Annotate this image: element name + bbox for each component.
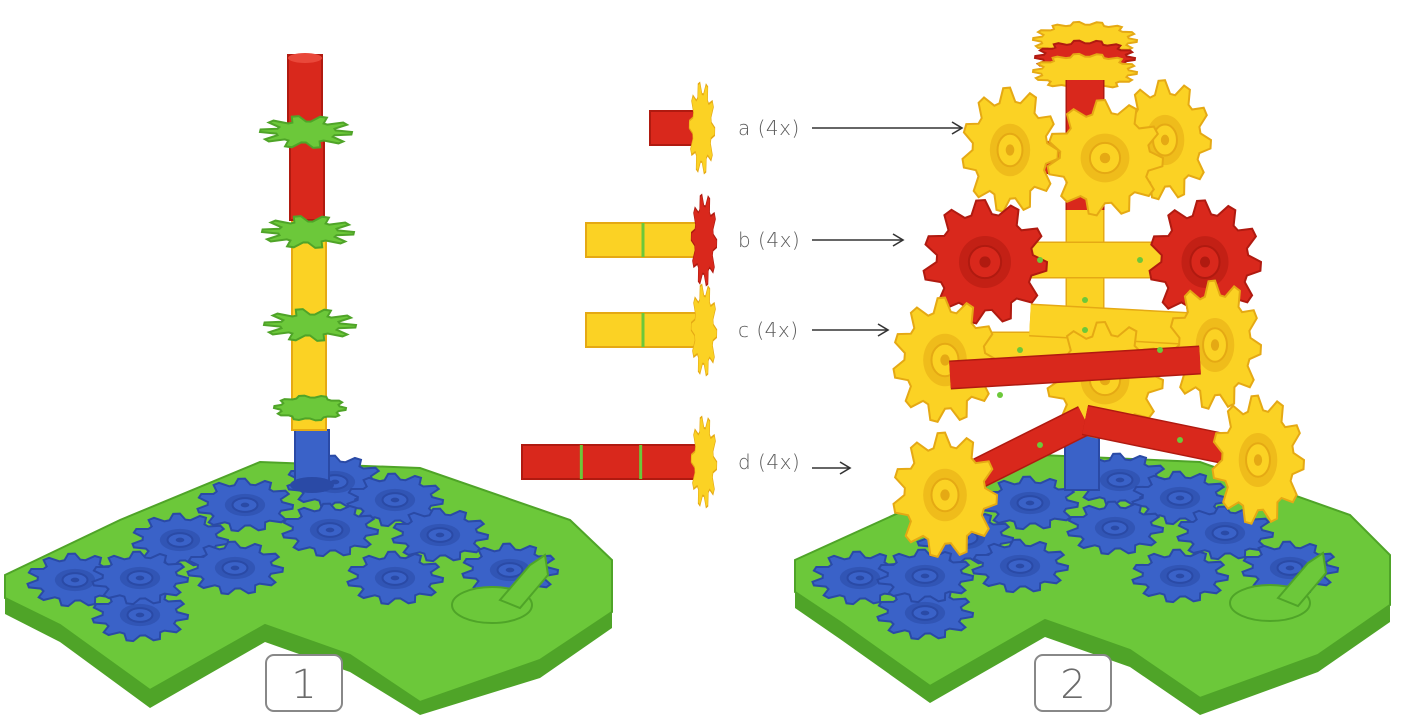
blue-gear (281, 502, 380, 558)
green-spacer-gear (260, 215, 356, 249)
part-a: a (4x) (649, 81, 964, 175)
blue-gear (971, 538, 1070, 594)
blue-gear (391, 507, 490, 563)
parts-legend: a (4x) b (4x) c (4x) d (4x) (521, 81, 964, 509)
blue-gear (346, 550, 445, 606)
yellow-gear (961, 86, 1060, 213)
part-label: d (4x) (738, 450, 800, 474)
yellow-gear (892, 296, 999, 423)
green-spacer-gear (272, 394, 348, 422)
step-badge-1: 1 (265, 654, 343, 712)
base-gears-2 (811, 452, 1340, 641)
step-badge-2: 2 (1034, 654, 1112, 712)
blue-gear (1131, 470, 1230, 526)
step-number-2: 2 (1060, 662, 1085, 708)
blue-gear (91, 587, 190, 643)
model-step-1: 1 (4, 53, 613, 715)
red-gear (922, 198, 1049, 325)
part-label: b (4x) (738, 228, 800, 252)
part-c: c (4x) (585, 283, 890, 377)
blue-gear (91, 550, 190, 606)
crank-handle-2 (1229, 551, 1328, 622)
blue-gear (346, 472, 445, 528)
yellow-gear (1046, 98, 1165, 217)
spacer-gears (258, 115, 358, 422)
part-label: c (4x) (738, 318, 799, 342)
part-d: d (4x) (521, 415, 852, 509)
model-step-2: 2 (794, 20, 1391, 715)
blue-gear (186, 540, 285, 596)
yellow-gear (1168, 279, 1263, 410)
green-spacer-gear (258, 115, 354, 149)
blue-gear (196, 477, 295, 533)
blue-gear (1066, 500, 1165, 556)
blue-gear (1131, 548, 1230, 604)
tree-structure (892, 20, 1306, 558)
part-b: b (4x) (585, 193, 905, 287)
part-label: a (4x) (738, 116, 800, 140)
blue-gear (876, 548, 975, 604)
yellow-gear (892, 431, 999, 558)
step-number-1: 1 (291, 662, 316, 708)
green-spacer-gear (262, 308, 358, 342)
blue-gear (981, 475, 1080, 531)
crank-handle (451, 553, 550, 624)
yellow-gear (1211, 394, 1306, 525)
